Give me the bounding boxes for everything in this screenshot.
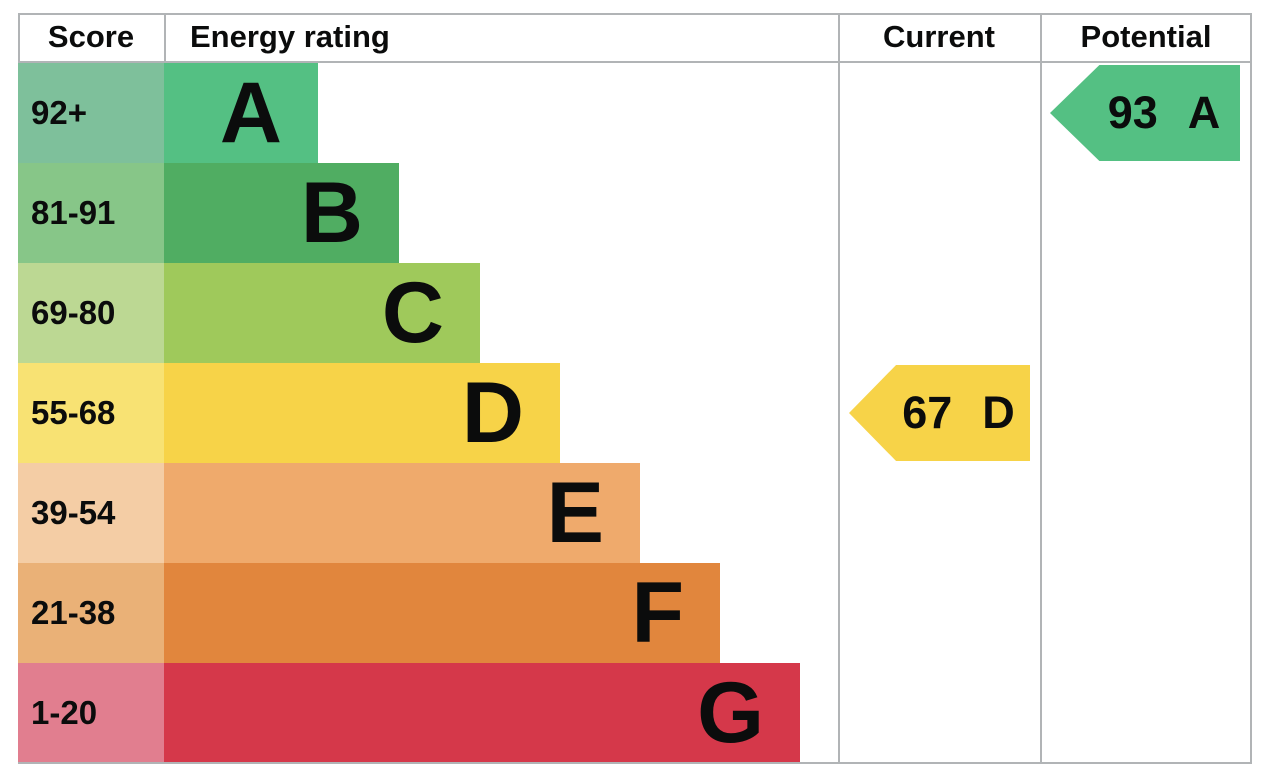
current-rating-arrow: 67 D bbox=[849, 365, 1030, 461]
current-column-divider bbox=[838, 13, 840, 764]
table-bottom-border bbox=[18, 762, 1252, 764]
rating-band-bar-g: G bbox=[164, 663, 800, 763]
header-bottom-border bbox=[18, 61, 1252, 63]
potential-rating-arrow: 93 A bbox=[1050, 65, 1240, 161]
potential-column-divider bbox=[1040, 13, 1042, 764]
score-range-cell: 55-68 bbox=[18, 363, 164, 463]
col-header-energy-rating: Energy rating bbox=[190, 19, 390, 54]
rating-row-c: 69-80 C bbox=[18, 263, 480, 363]
rating-band-letter: E bbox=[546, 465, 604, 561]
rating-row-a: 92+ A bbox=[18, 63, 318, 163]
table-top-border bbox=[18, 13, 1252, 15]
rating-row-d: 55-68 D bbox=[18, 363, 560, 463]
score-range-cell: 21-38 bbox=[18, 563, 164, 663]
rating-row-g: 1-20 G bbox=[18, 663, 800, 763]
rating-band-bar-c: C bbox=[164, 263, 480, 363]
rating-band-bar-e: E bbox=[164, 463, 640, 563]
rating-band-letter: D bbox=[461, 365, 524, 461]
rating-band-bar-a: A bbox=[164, 63, 318, 163]
score-range-cell: 69-80 bbox=[18, 263, 164, 363]
table-right-border bbox=[1250, 13, 1252, 764]
rating-band-bar-d: D bbox=[164, 363, 560, 463]
rating-band-bar-f: F bbox=[164, 563, 720, 663]
col-header-current: Current bbox=[883, 19, 995, 54]
rating-band-letter: G bbox=[697, 665, 764, 761]
score-column-divider bbox=[164, 13, 166, 63]
rating-band-letter: A bbox=[219, 65, 282, 161]
col-header-potential: Potential bbox=[1080, 19, 1212, 54]
rating-band-letter: C bbox=[381, 265, 444, 361]
score-range-cell: 81-91 bbox=[18, 163, 164, 263]
rating-row-f: 21-38 F bbox=[18, 563, 720, 663]
score-range-cell: 39-54 bbox=[18, 463, 164, 563]
potential-rating-band-letter: A bbox=[1187, 87, 1221, 138]
current-rating-value: 67 bbox=[902, 387, 953, 438]
rating-band-letter: F bbox=[631, 565, 684, 661]
score-range-cell: 92+ bbox=[18, 63, 164, 163]
current-rating-band-letter: D bbox=[982, 387, 1015, 438]
table-left-border bbox=[18, 13, 20, 63]
rating-row-e: 39-54 E bbox=[18, 463, 640, 563]
rating-band-bar-b: B bbox=[164, 163, 399, 263]
rating-row-b: 81-91 B bbox=[18, 163, 399, 263]
col-header-score: Score bbox=[47, 19, 135, 54]
potential-rating-value: 93 bbox=[1107, 87, 1158, 138]
score-range-cell: 1-20 bbox=[18, 663, 164, 763]
rating-band-letter: B bbox=[300, 165, 363, 261]
